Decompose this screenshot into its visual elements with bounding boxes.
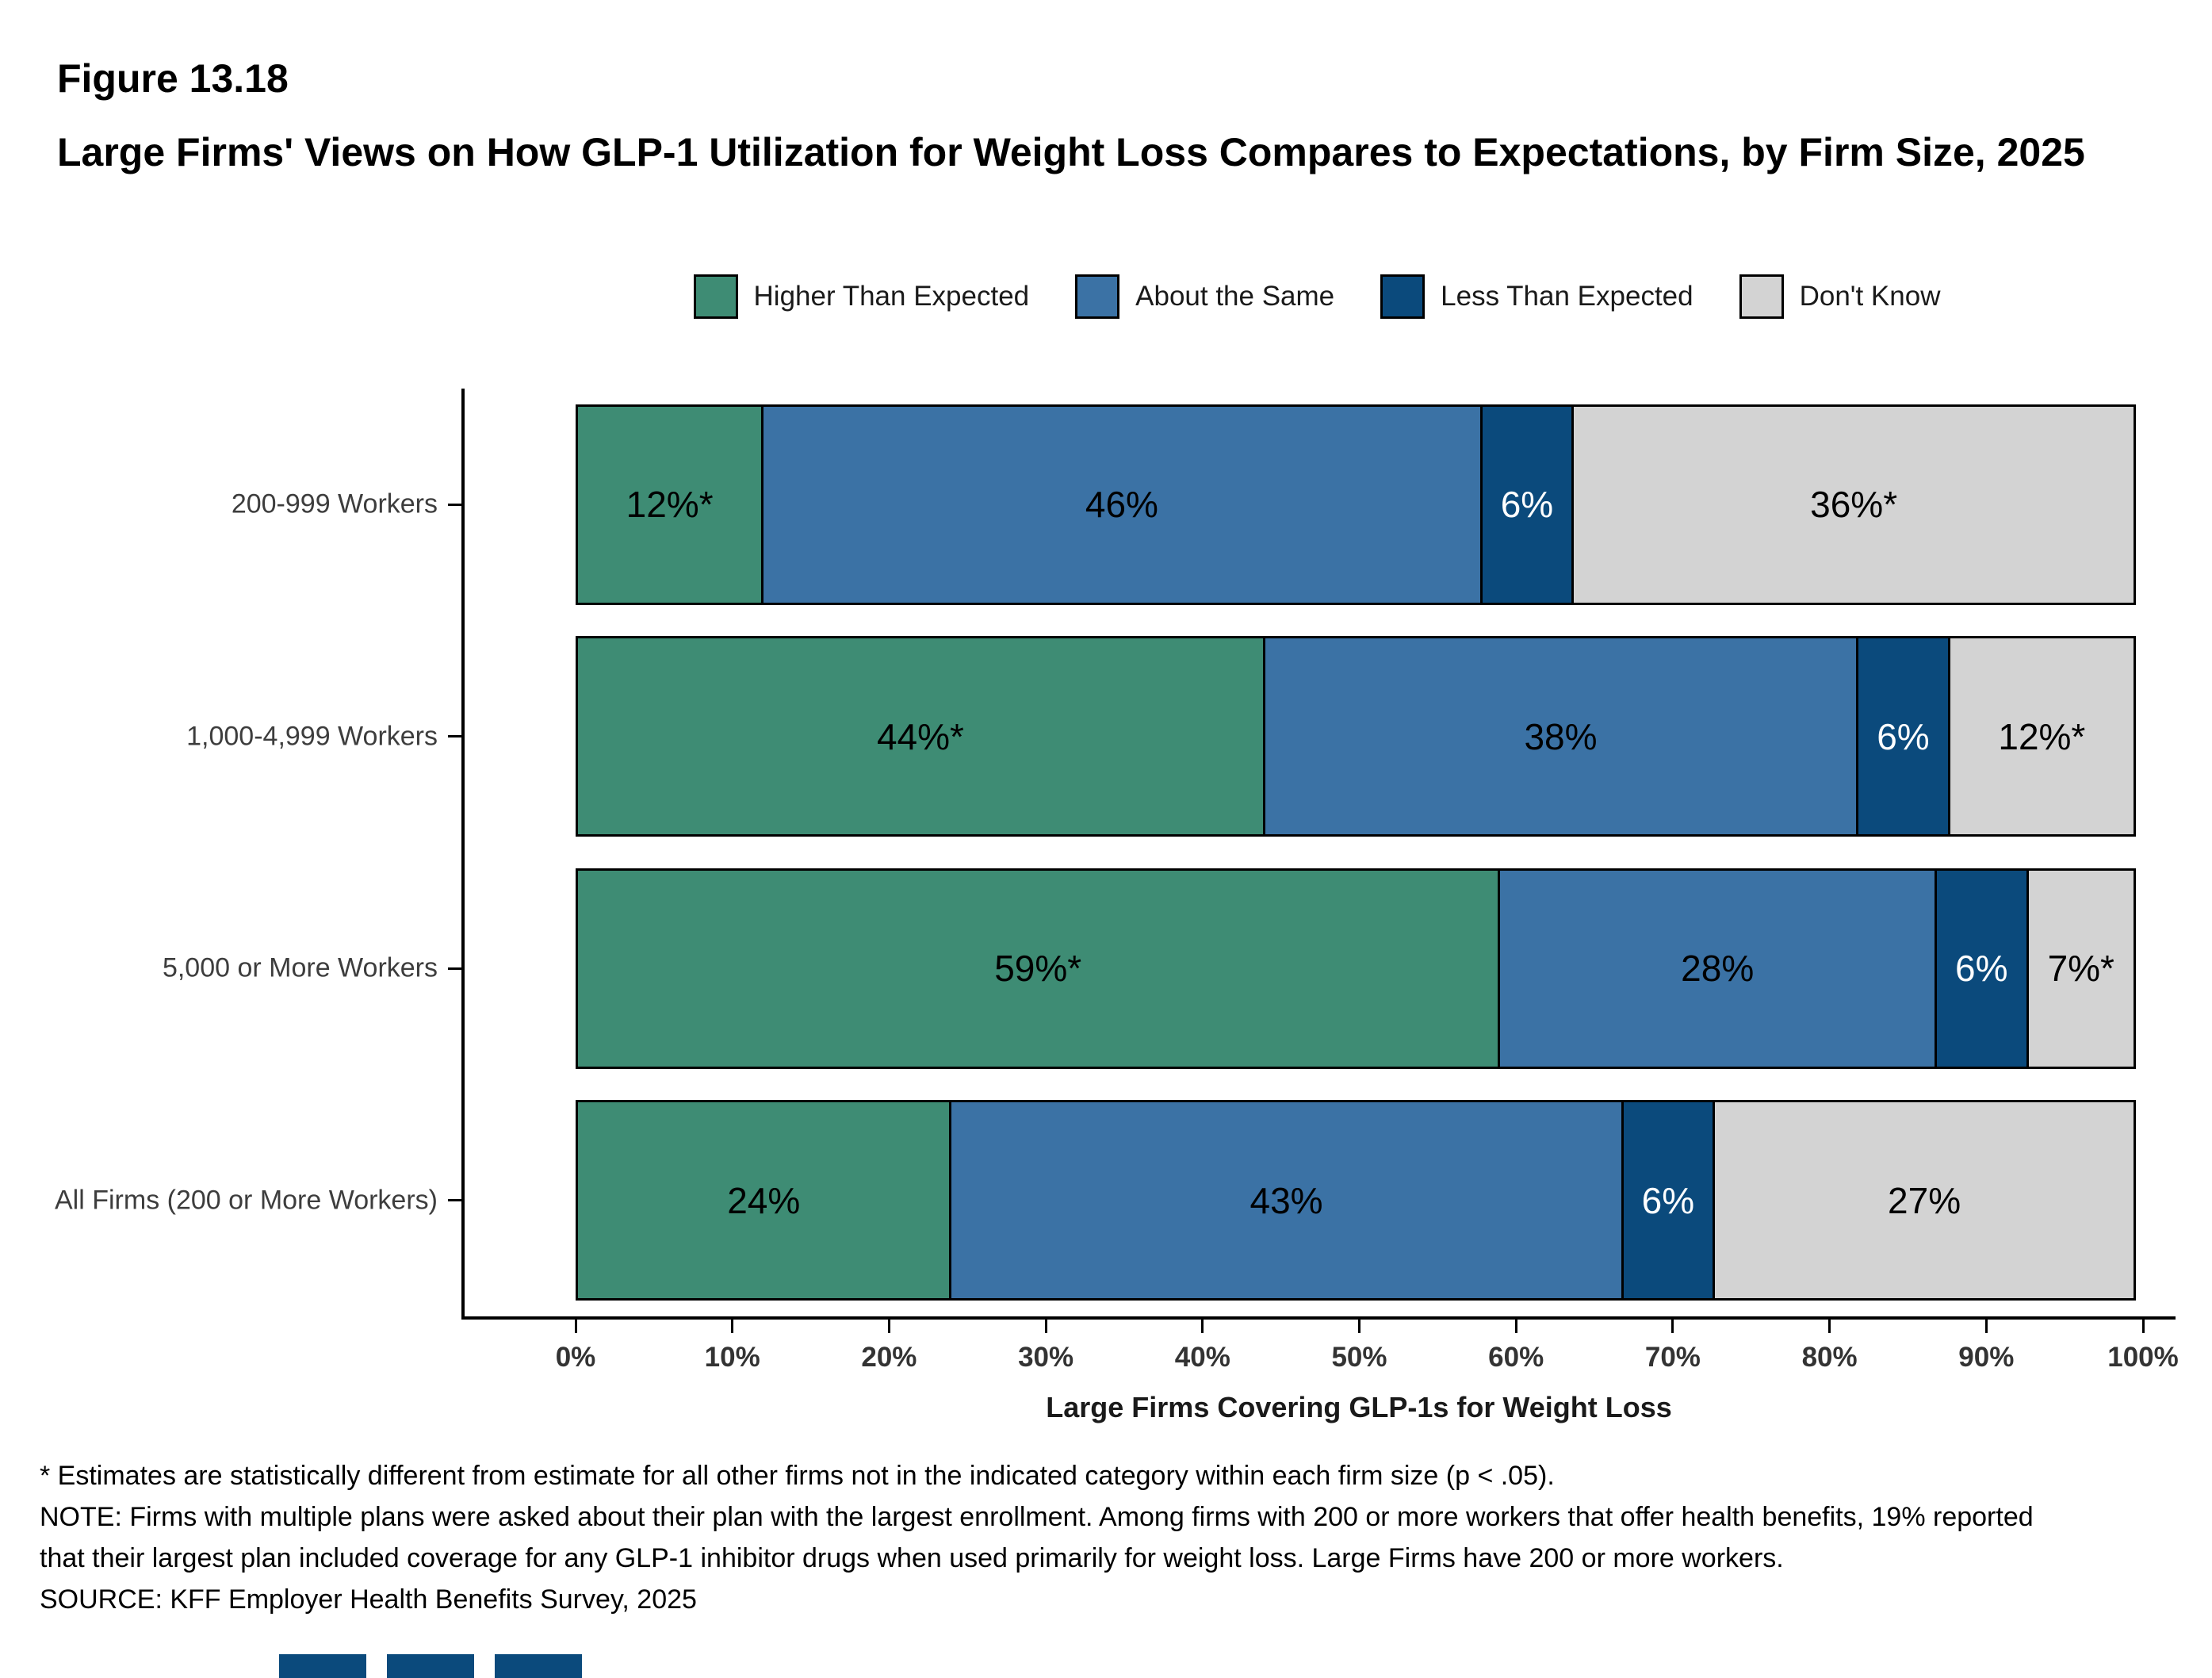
bar-value-label: 12%* — [626, 484, 714, 526]
x-axis-tick-label: 50% — [1331, 1342, 1387, 1373]
category-label: 1,000-4,999 Workers — [186, 721, 438, 752]
bar-segment: 38% — [1262, 636, 1859, 837]
x-axis-tick — [731, 1320, 734, 1333]
bar-segment: 43% — [949, 1100, 1624, 1301]
legend-swatch-icon — [1380, 274, 1426, 319]
y-axis-tick — [448, 503, 461, 506]
x-axis-tick — [887, 1320, 890, 1333]
bar-value-label: 28% — [1681, 948, 1755, 990]
bar-row: 44%* 38% 6% 12%* — [576, 636, 2143, 837]
bar-value-label: 44%* — [876, 715, 964, 757]
legend-item: Don't Know — [1739, 274, 1941, 319]
x-axis-tick-label: 10% — [704, 1342, 760, 1373]
bar-segment: 12%* — [1947, 636, 2136, 837]
bar-value-label: 27% — [1888, 1179, 1961, 1221]
bar-segment: 12%* — [576, 404, 764, 605]
bar-segment: 44%* — [576, 636, 1265, 837]
legend-label: Don't Know — [1799, 281, 1941, 312]
x-axis-tick-label: 90% — [1958, 1342, 2015, 1373]
logo-fragment — [279, 1654, 366, 1678]
legend-swatch-icon — [1739, 274, 1784, 319]
bar-segment: 6% — [1934, 868, 2029, 1069]
x-axis-tick — [574, 1320, 577, 1333]
bar-value-label: 6% — [1877, 715, 1930, 757]
chart-plot: 12%* 46% 6% 36%* 44%* 38% 6% 12%* 59%* 28% 6% 7%* 24… — [55, 389, 2179, 1423]
bar-value-label: 6% — [1500, 484, 1554, 526]
x-axis-tick — [1044, 1320, 1047, 1333]
x-axis-tick-label: 80% — [1801, 1342, 1858, 1373]
bar-value-label: 7%* — [2047, 948, 2114, 990]
x-axis-tick — [1671, 1320, 1674, 1333]
bar-segment: 24% — [576, 1100, 952, 1301]
bar-value-label: 24% — [727, 1179, 801, 1221]
footnote-note: NOTE: Firms with multiple plans were ask… — [40, 1502, 2034, 1573]
footnote-significance: * Estimates are statistically different … — [40, 1461, 1555, 1491]
bar-segment: 7%* — [2026, 868, 2136, 1069]
bars: 12%* 46% 6% 36%* 44%* 38% 6% 12%* 59%* 28% 6% 7%* 24… — [576, 389, 2143, 1316]
x-axis-tick-label: 100% — [2107, 1342, 2179, 1373]
bar-value-label: 46% — [1085, 484, 1158, 526]
footnote-source: SOURCE: KFF Employer Health Benefits Sur… — [40, 1584, 697, 1615]
legend-swatch-icon — [693, 274, 738, 319]
y-axis-tick — [448, 1199, 461, 1202]
category-label: All Firms (200 or More Workers) — [55, 1185, 438, 1216]
x-axis-tick-label: 40% — [1174, 1342, 1230, 1373]
bar-row: 12%* 46% 6% 36%* — [576, 404, 2143, 605]
bar-segment: 27% — [1713, 1100, 2136, 1301]
bar-segment: 59%* — [576, 868, 1501, 1069]
bar-row: 24% 43% 6% 27% — [576, 1100, 2143, 1301]
category-label: 5,000 or More Workers — [162, 952, 438, 983]
figure-label: Figure 13.18 — [57, 56, 289, 101]
legend-item: Less Than Expected — [1380, 274, 1693, 319]
bar-value-label: 38% — [1524, 715, 1598, 757]
bar-segment: 36%* — [1571, 404, 2136, 605]
bar-value-label: 36%* — [1810, 484, 1898, 526]
x-axis-tick-label: 0% — [555, 1342, 596, 1373]
bar-segment: 6% — [1856, 636, 1950, 837]
legend-label: About the Same — [1135, 281, 1335, 312]
figure-title: Large Firms' Views on How GLP-1 Utilizat… — [57, 130, 2085, 174]
legend-item: About the Same — [1075, 274, 1334, 319]
x-axis-title: Large Firms Covering GLP-1s for Weight L… — [1046, 1391, 1672, 1423]
bar-row: 59%* 28% 6% 7%* — [576, 868, 2143, 1069]
bar-value-label: 59%* — [994, 948, 1082, 990]
x-axis-tick — [1984, 1320, 1988, 1333]
x-axis-tick — [2141, 1320, 2145, 1333]
y-axis-tick — [448, 967, 461, 970]
legend-label: Less Than Expected — [1441, 281, 1693, 312]
bar-segment: 6% — [1479, 404, 1575, 605]
y-axis-tick — [448, 735, 461, 738]
logo-fragment — [495, 1654, 582, 1678]
bar-value-label: 12%* — [1998, 715, 2086, 757]
bar-segment: 6% — [1621, 1100, 1716, 1301]
footnotes: * Estimates are statistically different … — [40, 1455, 2085, 1620]
x-axis-tick-label: 20% — [861, 1342, 917, 1373]
bar-segment: 28% — [1498, 868, 1937, 1069]
x-axis-tick — [1828, 1320, 1831, 1333]
legend: Higher Than Expected About the Same Less T… — [461, 274, 2172, 319]
bar-value-label: 6% — [1955, 948, 2008, 990]
legend-label: Higher Than Expected — [753, 281, 1030, 312]
x-axis-tick-label: 70% — [1644, 1342, 1701, 1373]
x-axis-tick — [1358, 1320, 1360, 1333]
x-axis-tick-label: 30% — [1018, 1342, 1074, 1373]
bar-segment: 46% — [761, 404, 1483, 605]
legend-item: Higher Than Expected — [693, 274, 1030, 319]
x-axis-tick-label: 60% — [1488, 1342, 1544, 1373]
category-label: 200-999 Workers — [231, 488, 438, 519]
legend-swatch-icon — [1075, 274, 1120, 319]
logo-fragment — [387, 1654, 474, 1678]
kff-logo-partial — [279, 1654, 582, 1678]
x-axis-tick — [1514, 1320, 1517, 1333]
bar-value-label: 43% — [1250, 1179, 1323, 1221]
x-axis-tick — [1201, 1320, 1204, 1333]
bar-value-label: 6% — [1641, 1179, 1695, 1221]
